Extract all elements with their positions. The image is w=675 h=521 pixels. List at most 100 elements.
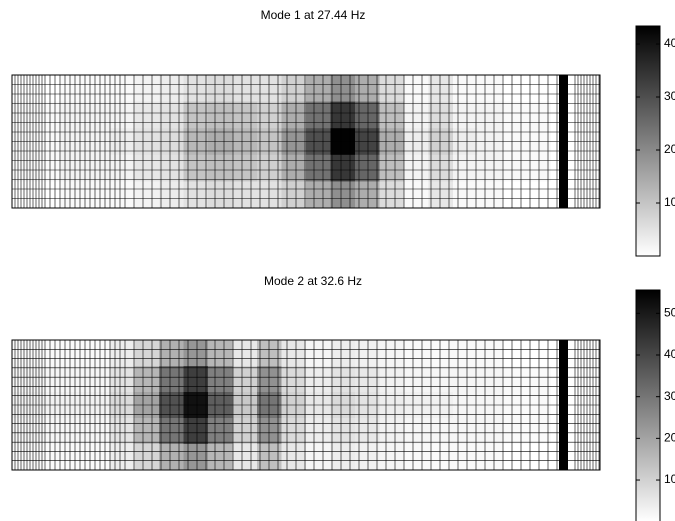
cell	[428, 75, 454, 102]
cell	[134, 154, 160, 182]
cell	[306, 181, 331, 209]
cell	[330, 75, 356, 102]
colorbar-tick-label: 20	[664, 142, 675, 156]
cell	[12, 154, 37, 182]
cell	[575, 181, 601, 209]
cell	[281, 444, 307, 471]
cell	[232, 444, 258, 471]
cell	[330, 340, 356, 367]
colorbar	[635, 25, 661, 257]
plot-border	[11, 74, 601, 209]
cell	[257, 444, 282, 471]
cell	[477, 418, 503, 445]
cell	[134, 444, 160, 471]
cell	[183, 101, 209, 129]
cell	[502, 366, 527, 393]
cell	[453, 340, 478, 367]
cell	[208, 101, 233, 129]
cell	[257, 181, 282, 209]
cell	[232, 75, 258, 102]
colorbar	[635, 289, 661, 521]
cell	[575, 340, 601, 367]
cell	[281, 418, 307, 445]
cell	[330, 181, 356, 209]
cell	[110, 181, 135, 209]
cell	[330, 154, 356, 182]
cell	[208, 181, 233, 209]
cell	[134, 418, 160, 445]
cell	[330, 444, 356, 471]
cell	[183, 418, 209, 445]
cell	[404, 101, 429, 129]
cell	[453, 366, 478, 393]
cell	[502, 444, 527, 471]
cell	[12, 75, 37, 102]
cell	[502, 75, 527, 102]
cell	[477, 444, 503, 471]
colorbar-tick-label: 10	[664, 195, 675, 209]
cell	[232, 366, 258, 393]
cell	[379, 340, 405, 367]
cell	[477, 340, 503, 367]
cell	[36, 340, 62, 367]
cell	[502, 340, 527, 367]
cell	[36, 418, 62, 445]
cell	[379, 101, 405, 129]
cell	[110, 75, 135, 102]
cell	[36, 75, 62, 102]
cell	[306, 101, 331, 129]
cell	[306, 75, 331, 102]
cell	[12, 181, 37, 209]
cell	[404, 444, 429, 471]
colorbar-tick-label: 30	[664, 89, 675, 103]
cell	[36, 181, 62, 209]
cell	[453, 101, 478, 129]
cell	[232, 181, 258, 209]
colorbar-tick-label: 40	[664, 36, 675, 50]
cell	[183, 366, 209, 393]
cell	[232, 418, 258, 445]
cell	[330, 418, 356, 445]
cell	[232, 154, 258, 182]
cell	[257, 154, 282, 182]
cell	[281, 366, 307, 393]
cell	[428, 101, 454, 129]
cell	[404, 154, 429, 182]
chart-title: Mode 2 at 32.6 Hz	[264, 274, 362, 288]
cell	[453, 75, 478, 102]
cell	[36, 154, 62, 182]
cell	[379, 366, 405, 393]
cell	[306, 418, 331, 445]
plot-border	[11, 339, 601, 471]
cell	[85, 444, 111, 471]
cell	[281, 154, 307, 182]
cell	[183, 154, 209, 182]
cell	[306, 366, 331, 393]
cell	[379, 418, 405, 445]
cell	[404, 181, 429, 209]
mesh-boundary	[559, 75, 568, 208]
cell	[575, 444, 601, 471]
cell	[159, 101, 184, 129]
cell	[453, 181, 478, 209]
cell	[502, 418, 527, 445]
cell	[428, 366, 454, 393]
cell	[404, 418, 429, 445]
cell	[575, 101, 601, 129]
cell	[379, 181, 405, 209]
cell	[453, 418, 478, 445]
cell	[134, 75, 160, 102]
cell	[85, 366, 111, 393]
cell	[208, 340, 233, 367]
cell	[159, 366, 184, 393]
cell	[110, 101, 135, 129]
cell	[379, 75, 405, 102]
cell	[110, 340, 135, 367]
cell	[575, 366, 601, 393]
cell	[575, 154, 601, 182]
cell	[330, 366, 356, 393]
cell	[183, 340, 209, 367]
cell	[183, 444, 209, 471]
cell	[232, 101, 258, 129]
cell	[134, 181, 160, 209]
